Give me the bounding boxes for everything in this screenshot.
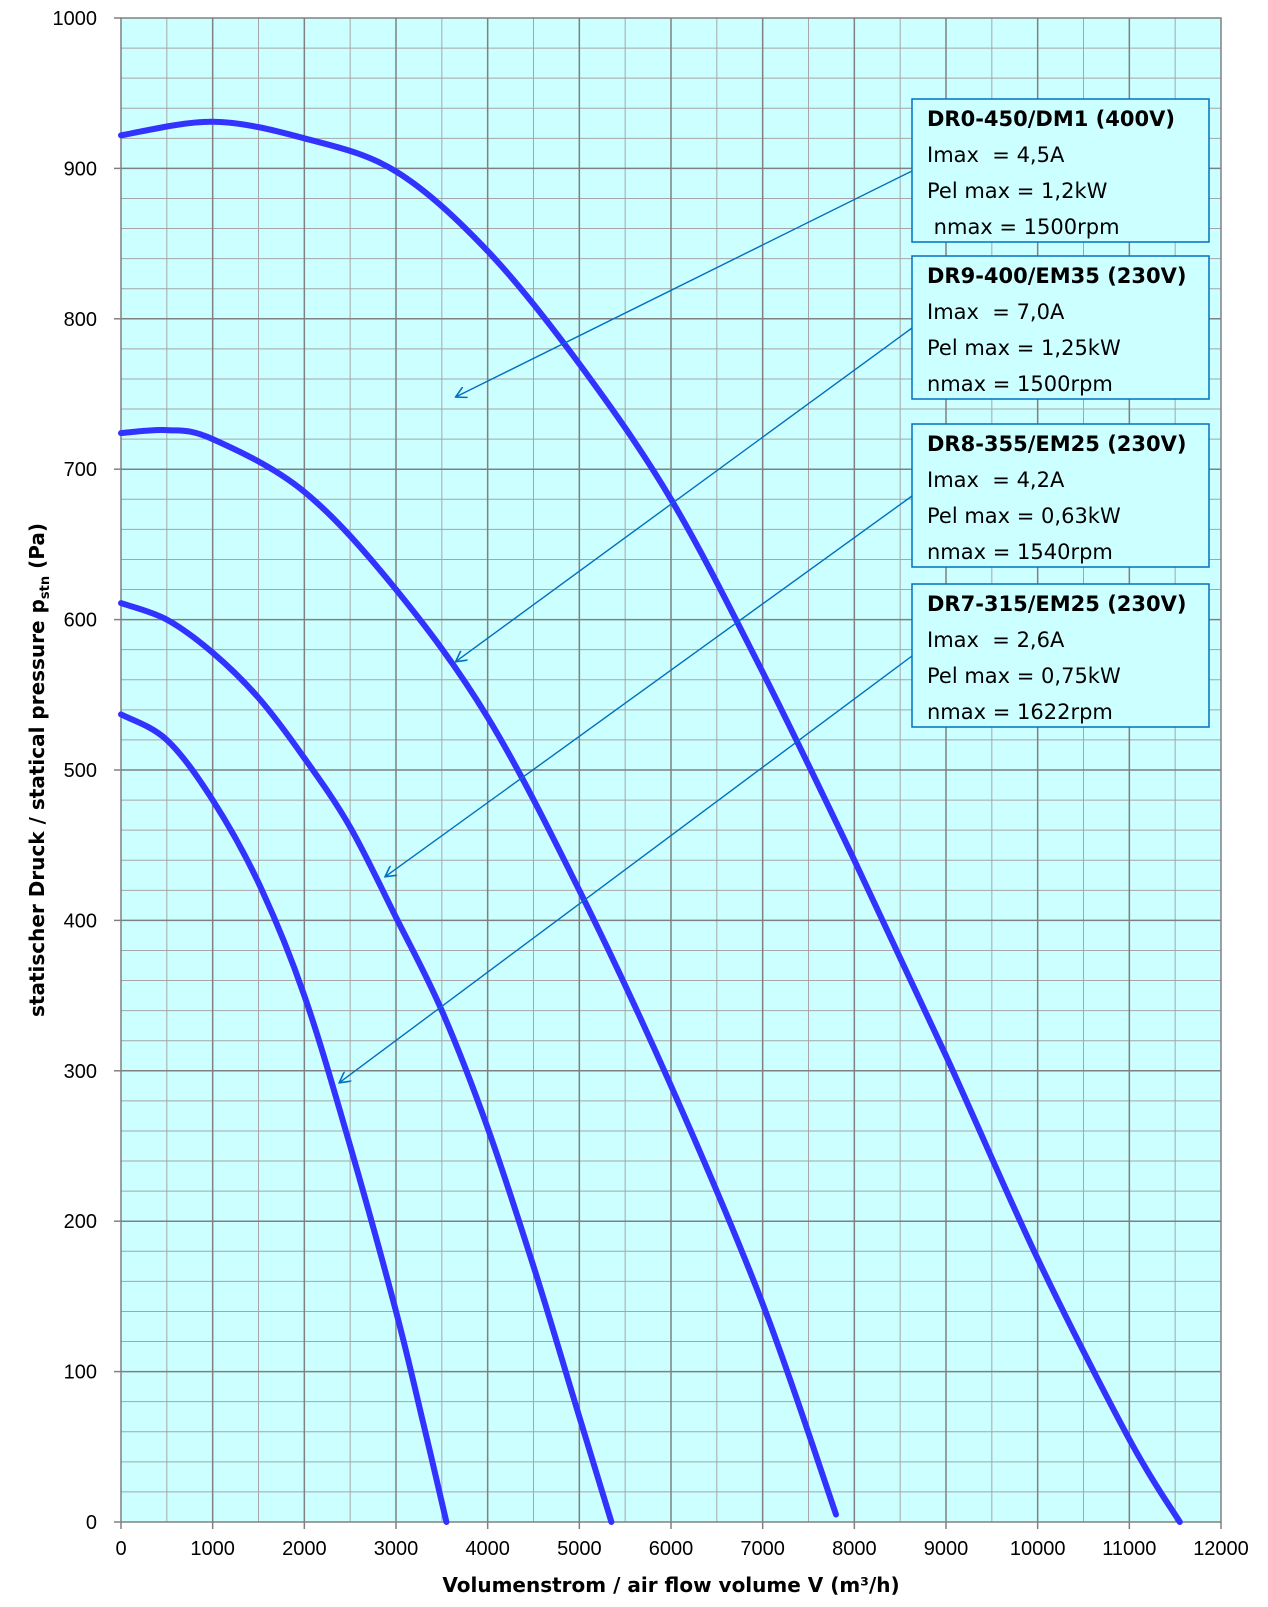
annotation-arrow-3 (385, 495, 913, 877)
annotation-line: Pel max = 0,63kW (927, 504, 1121, 528)
fan-curves (118, 118, 1183, 1525)
y-tick-label: 200 (64, 1211, 97, 1233)
fan-annotations: DR0-450/DM1 (400V) Imax = 4,5A Pel max = 1… (339, 98, 1210, 1083)
y-tick-label: 1000 (53, 8, 98, 30)
curve-series-2 (118, 426, 839, 1518)
y-tick-label: 600 (64, 610, 97, 632)
x-axis-title: Volumenstrom / air flow volume V (m³/h) (442, 1573, 899, 1597)
annotation-line: Pel max = 1,25kW (927, 336, 1121, 360)
annotation-line: Imax = 2,6A (927, 628, 1065, 652)
y-tick-label: 900 (64, 158, 97, 180)
y-axis-title-main: statischer Druck / statical pressure p (25, 599, 49, 1017)
annotation-line: Pel max = 0,75kW (927, 664, 1121, 688)
annotation-line: nmax = 1500rpm (927, 215, 1120, 239)
x-axis-ticks: 0 1000 2000 3000 4000 5000 6000 7000 8000 9000 100… (115, 1522, 1249, 1560)
annotation-title-3: DR8-355/EM25 (230V) (927, 432, 1187, 456)
y-tick-label: 0 (86, 1512, 97, 1534)
x-tick-label: 11000 (1102, 1538, 1156, 1560)
x-tick-label: 0 (115, 1538, 126, 1560)
y-tick-label: 100 (64, 1362, 97, 1384)
y-tick-label: 800 (64, 309, 97, 331)
y-axis-title: statischer Druck / statical pressure pst… (25, 523, 53, 1017)
curve-series-4 (118, 711, 450, 1525)
annotation-line: nmax = 1622rpm (927, 700, 1113, 724)
annotation-arrow-4 (339, 655, 913, 1083)
annotation-arrow-1 (456, 170, 913, 397)
annotation-title-4: DR7-315/EM25 (230V) (927, 592, 1187, 616)
x-tick-label: 4000 (465, 1538, 510, 1560)
x-tick-label: 12000 (1193, 1538, 1249, 1560)
annotation-line: Imax = 7,0A (927, 300, 1065, 324)
y-tick-label: 400 (64, 910, 97, 932)
y-axis-title-unit: (Pa) (25, 523, 49, 576)
annotation-line: Imax = 4,2A (927, 468, 1065, 492)
curve-series-1 (118, 118, 1183, 1525)
x-tick-label: 1000 (190, 1538, 235, 1560)
x-tick-label: 9000 (924, 1538, 969, 1560)
x-tick-label: 7000 (740, 1538, 785, 1560)
y-tick-label: 500 (64, 760, 97, 782)
annotation-box-1 (911, 98, 1210, 243)
annotation-arrow-2 (456, 327, 913, 662)
y-axis-title-subscript: stn (38, 576, 53, 599)
x-tick-label: 2000 (282, 1538, 327, 1560)
annotation-title-1: DR0-450/DM1 (400V) (927, 107, 1175, 131)
annotation-title-2: DR9-400/EM35 (230V) (927, 264, 1187, 288)
annotation-line: nmax = 1500rpm (927, 372, 1113, 396)
annotation-line: Imax = 4,5A (927, 143, 1065, 167)
annotation-box-3 (911, 423, 1210, 568)
y-axis-ticks: 0 100 200 300 400 500 600 700 800 900 1000 (53, 8, 121, 1534)
annotation-line: Pel max = 1,2kW (927, 179, 1108, 203)
curve-series-3 (118, 600, 615, 1525)
y-tick-label: 700 (64, 459, 97, 481)
annotation-line: nmax = 1540rpm (927, 540, 1113, 564)
x-tick-label: 8000 (832, 1538, 877, 1560)
x-tick-label: 3000 (374, 1538, 419, 1560)
x-tick-label: 6000 (649, 1538, 694, 1560)
y-tick-label: 300 (64, 1061, 97, 1083)
annotation-box-4 (911, 583, 1210, 728)
x-tick-label: 5000 (557, 1538, 602, 1560)
annotation-box-2 (911, 255, 1210, 400)
x-tick-label: 10000 (1010, 1538, 1066, 1560)
